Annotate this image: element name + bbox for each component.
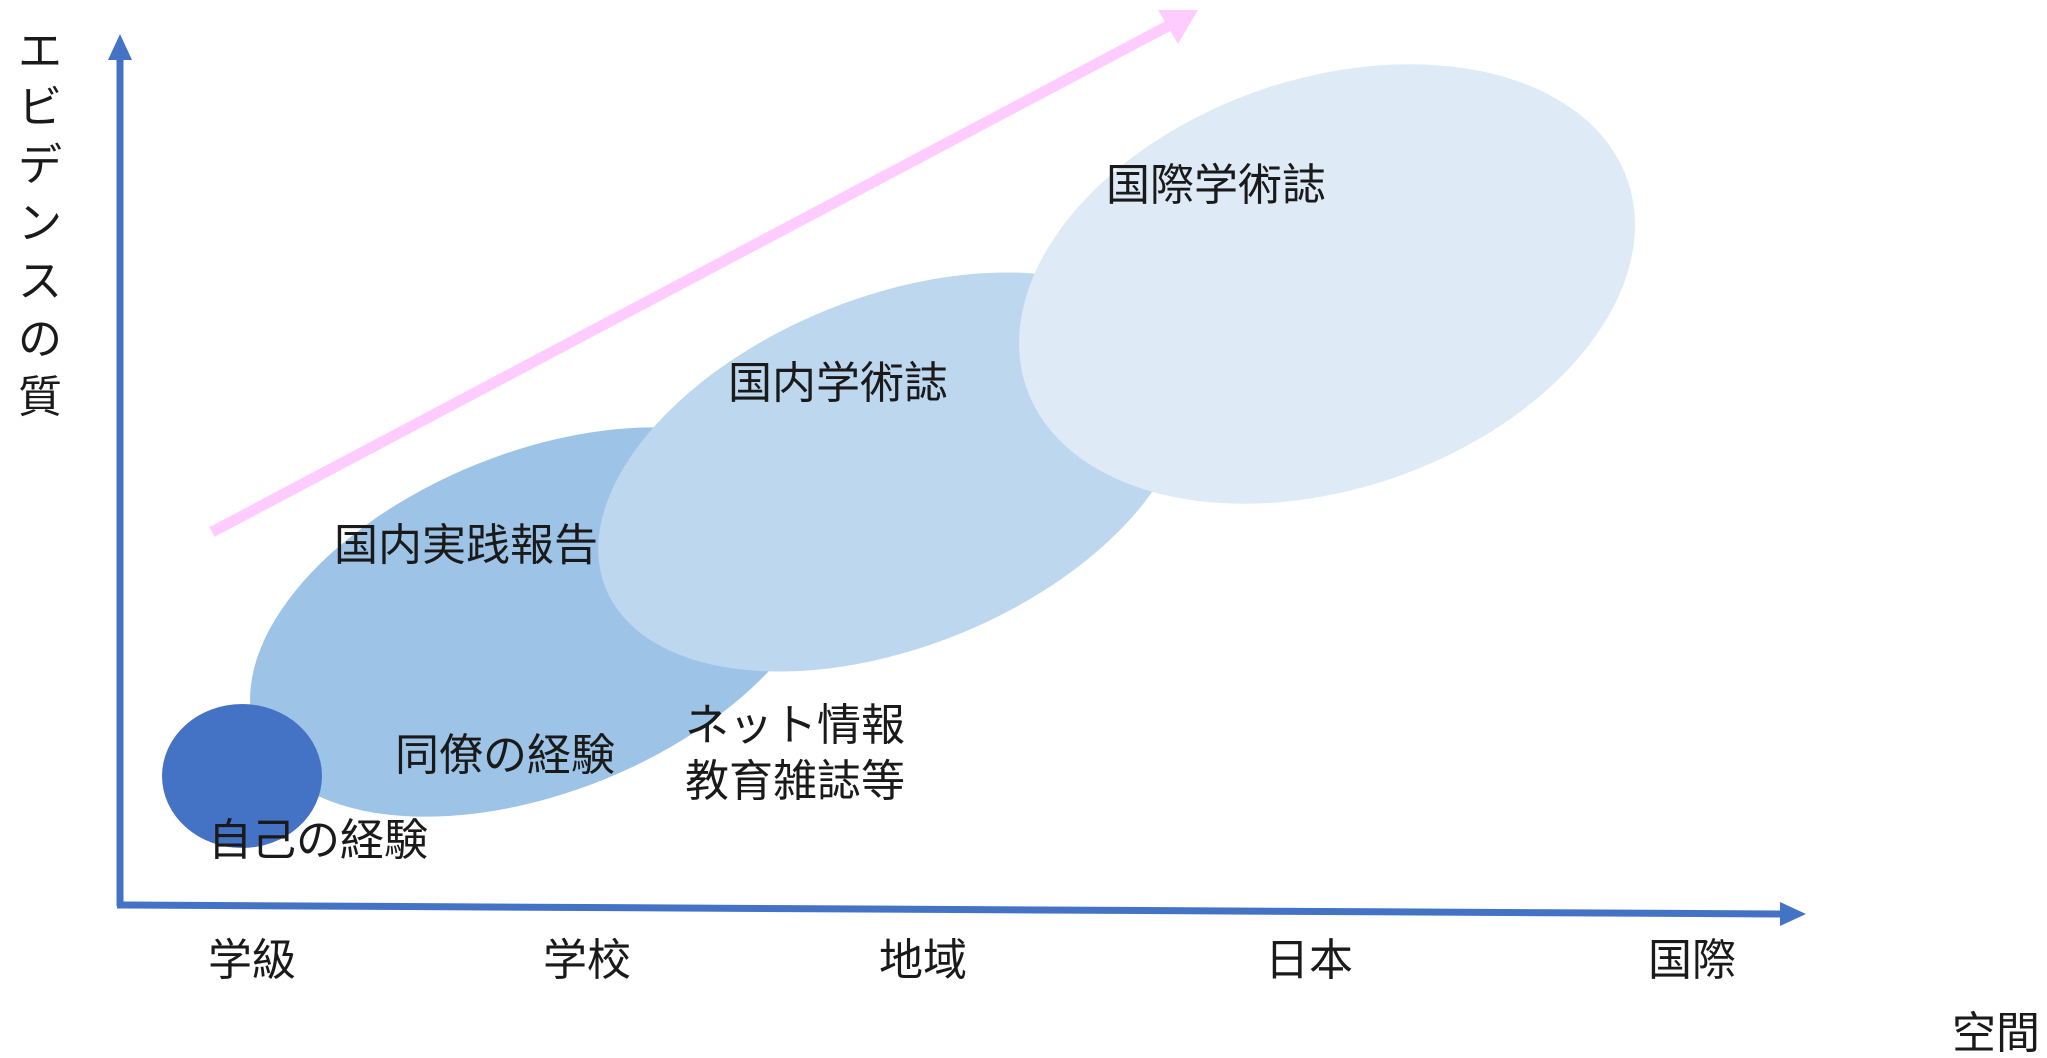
label-practice-report: 国内実践報告: [334, 520, 598, 571]
y-axis-label-char: ビ: [18, 82, 62, 133]
x-tick-label: 国際: [1648, 935, 1736, 986]
trend-arrow-head: [1158, 10, 1198, 44]
ellipse-self-experience: [162, 704, 322, 848]
label-education-magazines: 教育雑誌等: [685, 756, 905, 807]
label-net-info: ネット情報: [685, 700, 905, 751]
y-axis-label-char: 質: [18, 372, 62, 423]
x-tick-label: 学校: [543, 935, 631, 986]
y-axis-label-char: デ: [18, 140, 62, 191]
y-axis-label-char: ス: [18, 256, 62, 307]
label-self-experience: 自己の経験: [208, 815, 428, 866]
y-axis-label-char: ン: [18, 198, 62, 249]
ellipse-international-journal: [1019, 64, 1635, 504]
x-tick-label: 学級: [208, 935, 296, 986]
x-tick-label: 日本: [1265, 935, 1353, 986]
x-axis-label: 空間: [1952, 1008, 2040, 1058]
y-axis-label-char: エ: [18, 26, 62, 77]
label-domestic-journal: 国内学術誌: [728, 358, 948, 409]
x-tick-label: 地域: [879, 935, 967, 986]
label-colleague-experience: 同僚の経験: [395, 730, 615, 781]
x-axis: [116, 901, 1783, 918]
y-axis-label-char: の: [18, 314, 62, 365]
y-axis-arrowhead: [108, 34, 132, 60]
label-international-journal: 国際学術誌: [1106, 160, 1326, 211]
trend-arrow-shaft: [209, 21, 1171, 537]
x-axis-arrowhead: [1780, 902, 1806, 926]
